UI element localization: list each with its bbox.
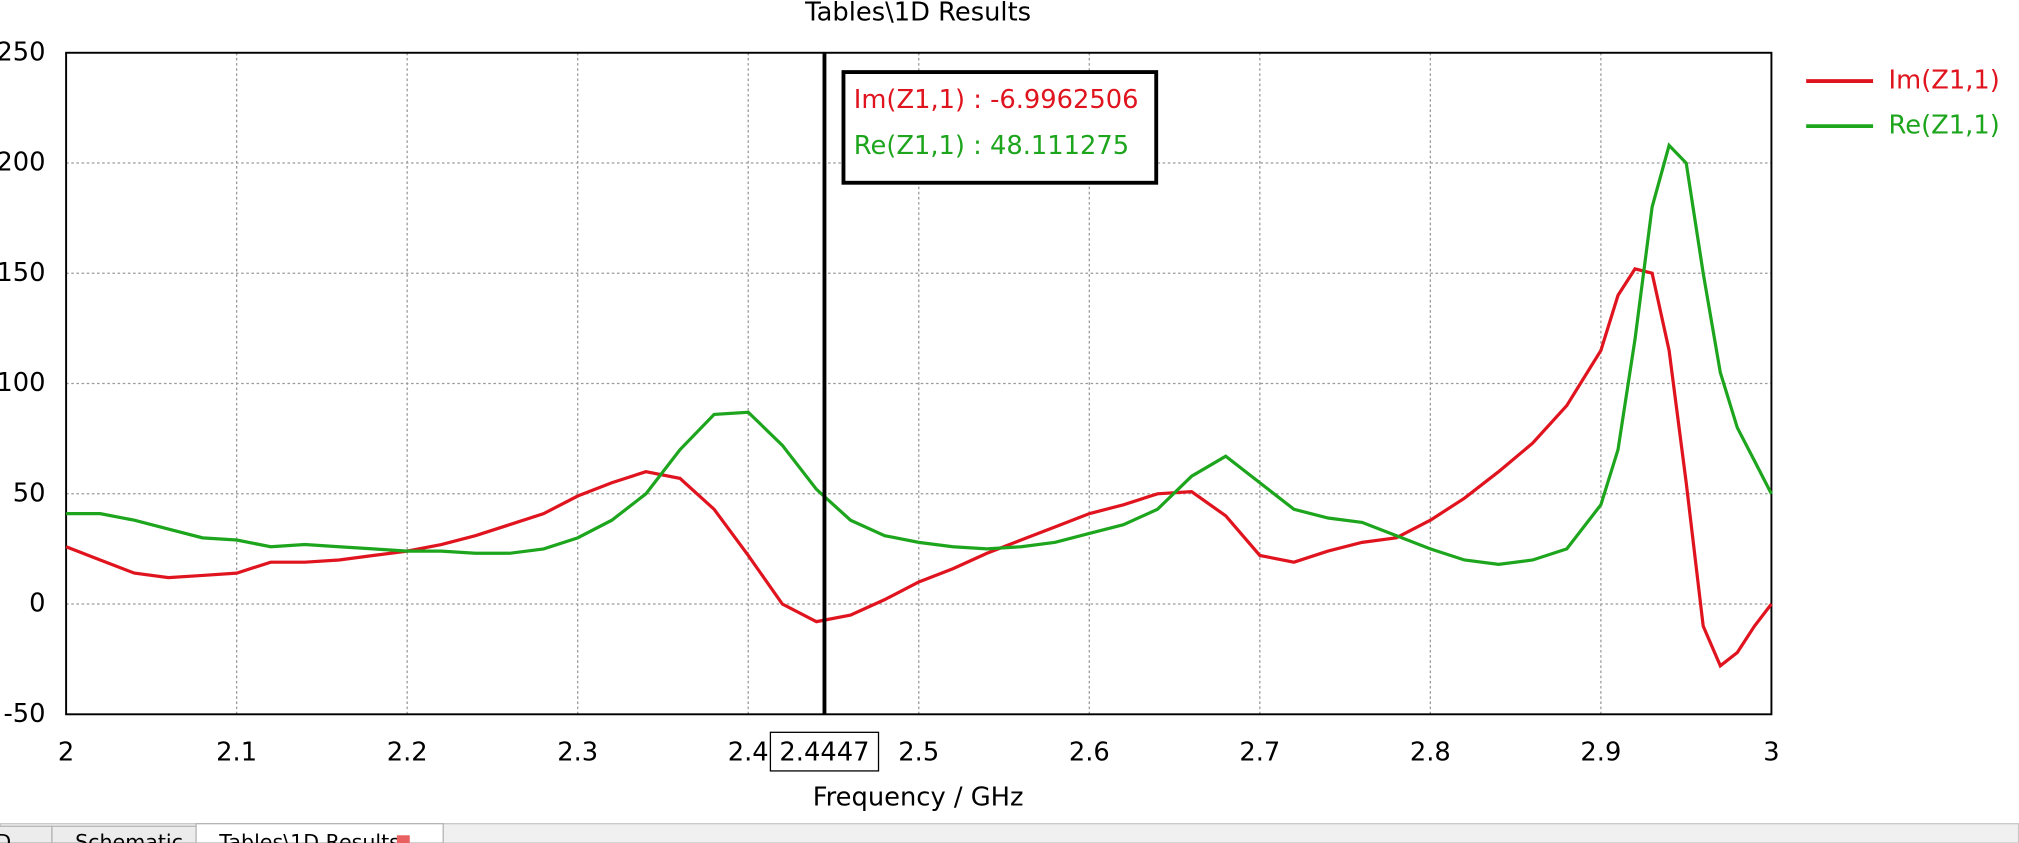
plot-frame [65,51,1773,716]
x-tick-label: 3 [1763,737,1779,767]
x-tick-label: 2.6 [1069,737,1110,767]
x-tick-label: 2.4 [728,737,769,767]
y-tick-label: 100 [0,368,46,398]
chart-title: Tables\1D Results [804,0,1031,27]
x-tick-label: 2.2 [387,737,428,767]
tab-close[interactable] [396,835,410,843]
x-tick-label: 2 [58,737,74,767]
x-tick-label: 2.1 [216,737,257,767]
x-tick-label: 2.5 [898,737,939,767]
readout-box [841,70,1159,185]
tab-label[interactable]: D [0,830,11,843]
x-tick-label: 2.9 [1580,737,1621,767]
y-tick-label: 50 [13,478,46,508]
x-tick-label: 2.7 [1239,737,1280,767]
y-tick-label: 250 [0,37,46,67]
y-tick-label: 200 [0,148,46,178]
marker-label: 2.4447 [779,737,869,767]
y-tick-label: -50 [3,699,45,729]
series-line [66,142,1773,566]
legend-label: Re(Z1,1) [1889,111,2000,141]
readout-text: Im(Z1,1) : -6.9962506 [854,85,1139,115]
tab-active[interactable] [195,823,444,843]
marker-label-box [769,731,880,772]
x-tick-label: 2.8 [1410,737,1451,767]
x-axis-label: Frequency / GHz [813,782,1024,812]
x-tick-label: 2.3 [557,737,598,767]
readout-text: Re(Z1,1) : 48.111275 [854,131,1129,161]
tab-label[interactable]: Tables\1D Results [218,830,400,843]
tab-label[interactable]: Schematic [75,830,183,843]
y-tick-label: 150 [0,258,46,288]
y-tick-label: 0 [29,589,45,619]
legend-label: Im(Z1,1) [1889,66,2000,96]
tab-bar: D Schematic Tables\1D Results [0,823,2019,843]
